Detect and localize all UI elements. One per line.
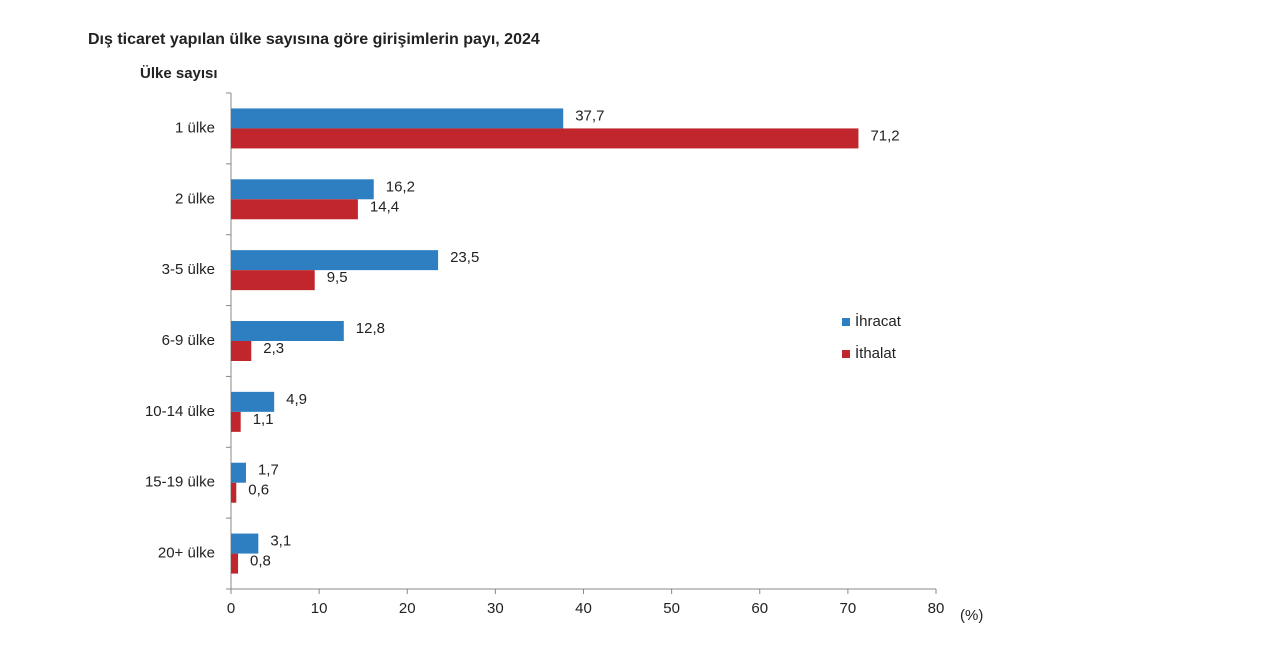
- value-label: 2,3: [263, 340, 284, 357]
- bar: [231, 270, 315, 291]
- value-label: 14,4: [370, 198, 399, 215]
- x-tick-label: 20: [399, 600, 416, 617]
- bar: [231, 533, 259, 554]
- y-tick-label: 1 ülke: [175, 119, 215, 136]
- value-label: 9,5: [327, 269, 348, 286]
- legend-swatch: [842, 318, 850, 326]
- y-tick-label: 2 ülke: [175, 190, 215, 207]
- x-tick-label: 60: [751, 600, 768, 617]
- value-label: 23,5: [450, 249, 479, 266]
- x-axis-title: (%): [960, 607, 983, 624]
- x-tick-label: 0: [227, 600, 235, 617]
- x-tick-label: 70: [840, 600, 857, 617]
- bar: [231, 462, 246, 483]
- value-label: 1,1: [253, 411, 274, 428]
- bar: [231, 179, 374, 200]
- x-tick-label: 10: [311, 600, 328, 617]
- y-tick-label: 3-5 ülke: [162, 261, 215, 278]
- legend-label: İthalat: [855, 344, 897, 362]
- bar: [231, 199, 358, 220]
- value-label: 37,7: [575, 107, 604, 124]
- bar: [231, 250, 439, 271]
- x-tick-label: 30: [487, 600, 504, 617]
- bar: [231, 341, 252, 361]
- x-tick-label: 40: [575, 600, 592, 617]
- chart-title: Dış ticaret yapılan ülke sayısına göre g…: [88, 31, 540, 48]
- value-label: 3,1: [270, 533, 291, 550]
- y-tick-label: 20+ ülke: [158, 545, 215, 562]
- legend-swatch: [842, 350, 850, 358]
- bar: [231, 391, 275, 412]
- bar: [231, 108, 564, 129]
- value-label: 16,2: [386, 178, 415, 195]
- y-tick-label: 10-14 ülke: [145, 403, 215, 420]
- legend-label: İhracat: [855, 312, 902, 330]
- bar: [231, 128, 859, 149]
- bar: [231, 482, 237, 503]
- bar: [231, 411, 241, 432]
- value-label: 71,2: [870, 127, 899, 144]
- y-axis-title: Ülke sayısı: [140, 65, 218, 82]
- value-label: 1,7: [258, 462, 279, 479]
- value-label: 0,6: [248, 482, 269, 499]
- value-label: 4,9: [286, 391, 307, 408]
- value-label: 0,8: [250, 553, 271, 570]
- bar: [231, 553, 239, 574]
- y-tick-label: 15-19 ülke: [145, 474, 215, 491]
- x-tick-label: 80: [928, 600, 945, 617]
- y-tick-label: 6-9 ülke: [162, 332, 215, 349]
- value-label: 12,8: [356, 320, 385, 337]
- bar: [231, 321, 344, 341]
- x-tick-label: 50: [663, 600, 680, 617]
